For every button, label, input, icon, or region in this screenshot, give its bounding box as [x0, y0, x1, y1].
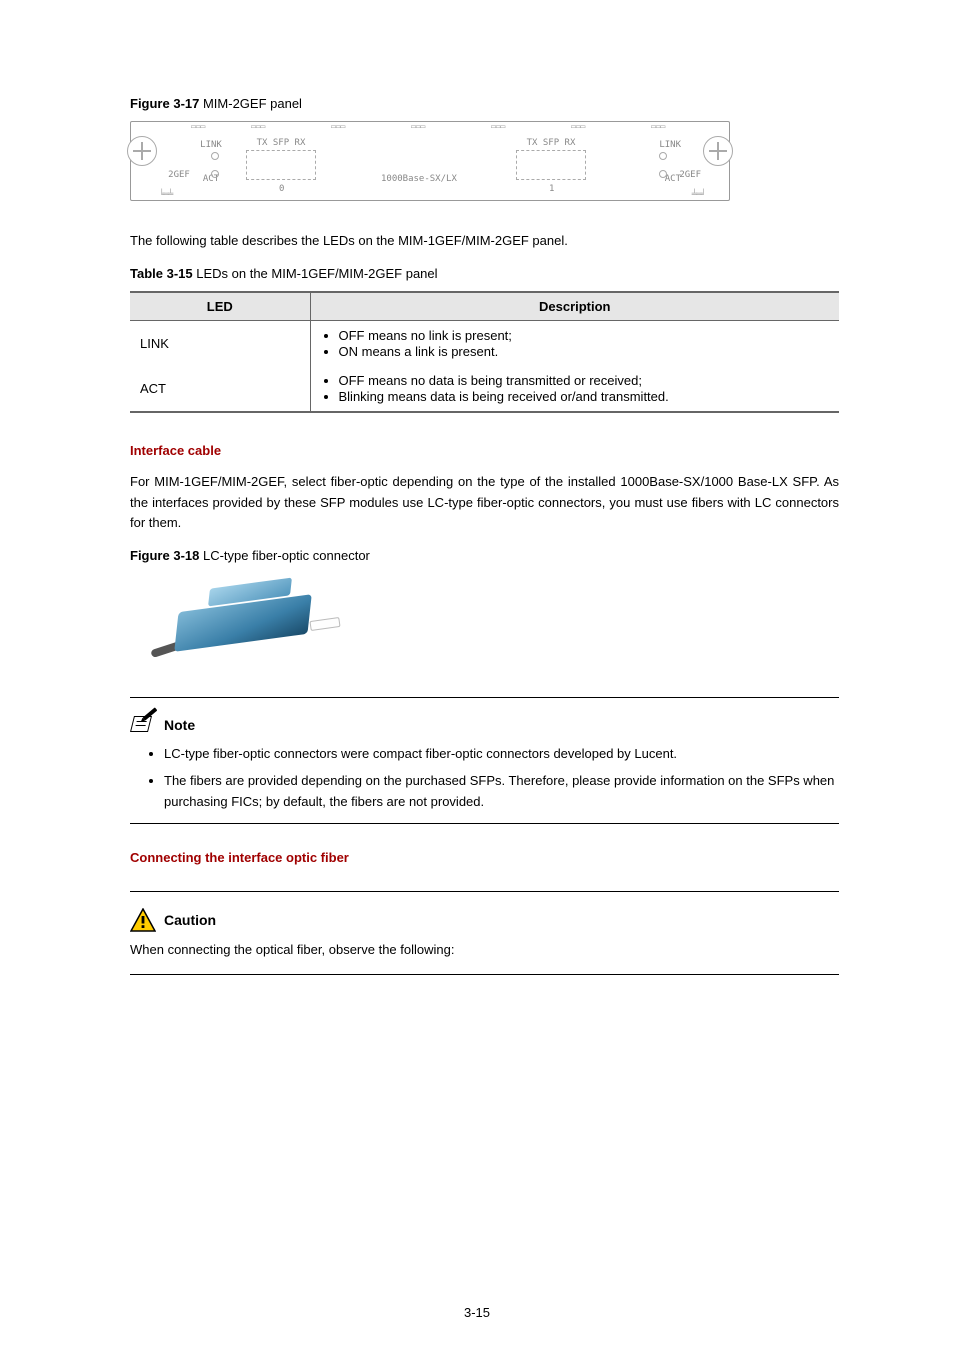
- divider: [130, 891, 839, 892]
- led-indicator: [211, 152, 219, 160]
- panel-port-1: 1: [549, 184, 554, 194]
- table-row: LINK OFF means no link is present; ON me…: [130, 320, 839, 366]
- panel-label-txrx-a: TX SFP RX: [251, 138, 311, 148]
- vent-slots: ▭▭▭: [251, 122, 264, 132]
- captive-screw-right: [703, 136, 733, 166]
- divider: [130, 697, 839, 698]
- vent-slots: ▭▭▭: [571, 122, 584, 132]
- panel-label-txrx-b: TX SFP RX: [521, 138, 581, 148]
- lc-ferrule: [309, 617, 340, 631]
- figure-18-caption: Figure 3-18 LC-type fiber-optic connecto…: [130, 548, 839, 563]
- col-led: LED: [130, 292, 310, 321]
- interface-cable-text: For MIM-1GEF/MIM-2GEF, select fiber-opti…: [130, 472, 839, 534]
- note-list: LC-type fiber-optic connectors were comp…: [130, 744, 839, 812]
- table-15-rest: LEDs on the MIM-1GEF/MIM-2GEF panel: [193, 266, 438, 281]
- table-15-caption: Table 3-15 LEDs on the MIM-1GEF/MIM-2GEF…: [130, 266, 839, 281]
- col-description: Description: [310, 292, 839, 321]
- table-15-bold: Table 3-15: [130, 266, 193, 281]
- figure-18-bold: Figure 3-18: [130, 548, 199, 563]
- mount-bracket: ╧═╛: [692, 190, 705, 200]
- led-indicator: [659, 152, 667, 160]
- cell-led-desc: OFF means no link is present; ON means a…: [310, 320, 839, 366]
- lc-connector-figure: [160, 573, 350, 683]
- note-item: The fibers are provided depending on the…: [164, 771, 839, 813]
- figure-17-bold: Figure 3-17: [130, 96, 199, 111]
- led-indicator: [211, 170, 219, 178]
- panel-intro-text: The following table describes the LEDs o…: [130, 231, 839, 252]
- caution-callout: Caution: [130, 908, 839, 932]
- caution-text: When connecting the optical fiber, obser…: [130, 940, 839, 961]
- page-number: 3-15: [0, 1305, 954, 1320]
- divider: [130, 823, 839, 824]
- panel-label-link-left: LINK: [191, 140, 231, 150]
- panel-port-0: 0: [279, 184, 284, 194]
- led-indicator: [659, 170, 667, 178]
- caution-icon: [130, 908, 156, 932]
- page: Figure 3-17 MIM-2GEF panel ▭▭▭ ▭▭▭ ▭▭▭ ▭…: [0, 0, 954, 1350]
- vent-slots: ▭▭▭: [651, 122, 664, 132]
- led-bullet: OFF means no data is being transmitted o…: [339, 373, 830, 388]
- sfp-cage-0: [246, 150, 316, 180]
- divider: [130, 974, 839, 975]
- captive-screw-left: [127, 136, 157, 166]
- cell-led-name: LINK: [130, 320, 310, 366]
- led-bullet: OFF means no link is present;: [339, 328, 830, 343]
- figure-18-rest: LC-type fiber-optic connector: [199, 548, 370, 563]
- note-callout: Note: [130, 714, 839, 736]
- vent-slots: ▭▭▭: [491, 122, 504, 132]
- mount-bracket: ╘═╧: [159, 190, 172, 200]
- vent-slots: ▭▭▭: [411, 122, 424, 132]
- note-label: Note: [164, 717, 195, 733]
- heading-interface-cable: Interface cable: [130, 443, 839, 458]
- mim-2gef-panel-diagram: ▭▭▭ ▭▭▭ ▭▭▭ ▭▭▭ ▭▭▭ ▭▭▭ ▭▭▭ 2GEF 2GEF LI…: [130, 121, 730, 201]
- cell-led-name: ACT: [130, 366, 310, 412]
- panel-center-label: 1000Base-SX/LX: [381, 174, 457, 184]
- caution-label: Caution: [164, 912, 216, 928]
- note-item: LC-type fiber-optic connectors were comp…: [164, 744, 839, 765]
- cell-led-desc: OFF means no data is being transmitted o…: [310, 366, 839, 412]
- heading-connect-fiber: Connecting the interface optic fiber: [130, 850, 839, 865]
- led-bullet: ON means a link is present.: [339, 344, 830, 359]
- vent-slots: ▭▭▭: [191, 122, 204, 132]
- note-icon: [130, 714, 156, 736]
- led-table: LED Description LINK OFF means no link i…: [130, 291, 839, 413]
- led-bullet: Blinking means data is being received or…: [339, 389, 830, 404]
- table-header-row: LED Description: [130, 292, 839, 321]
- lc-body: [174, 594, 312, 652]
- table-row: ACT OFF means no data is being transmitt…: [130, 366, 839, 412]
- vent-slots: ▭▭▭: [331, 122, 344, 132]
- figure-17-rest: MIM-2GEF panel: [199, 96, 302, 111]
- sfp-cage-1: [516, 150, 586, 180]
- figure-17-caption: Figure 3-17 MIM-2GEF panel: [130, 96, 839, 111]
- panel-label-link-right: LINK: [641, 140, 681, 150]
